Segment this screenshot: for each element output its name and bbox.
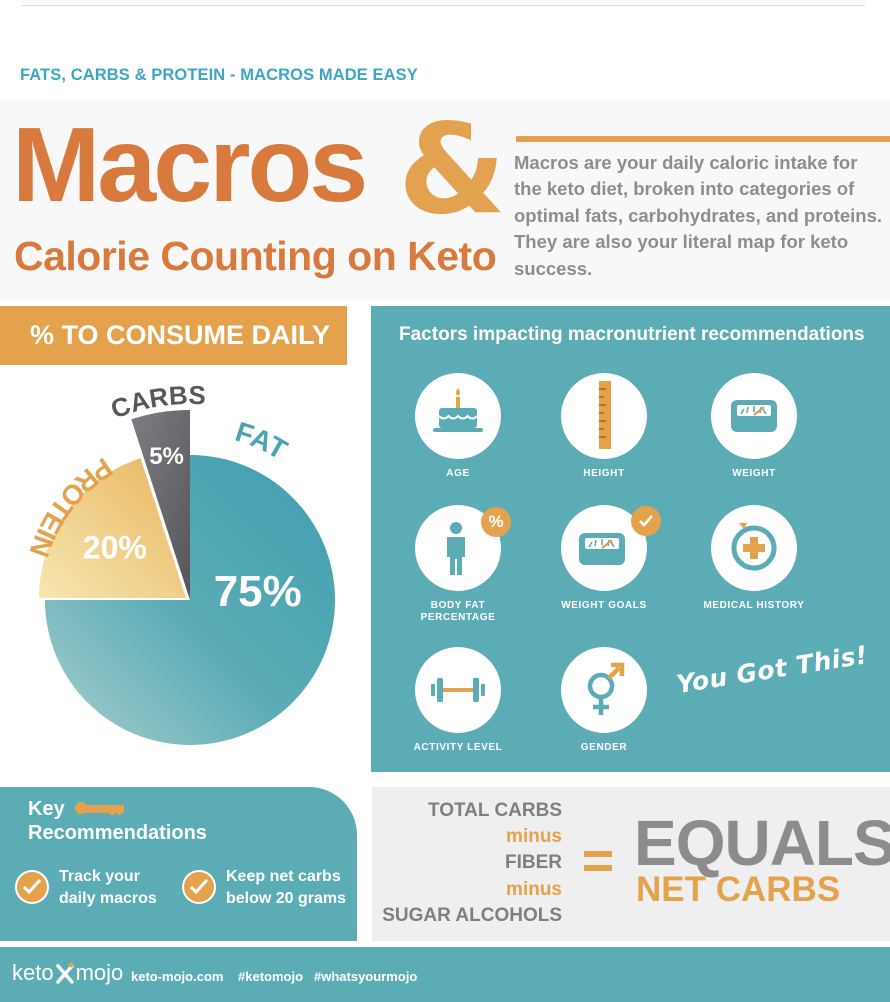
factor-weight-disc <box>711 373 797 459</box>
factor-age-label: AGE <box>446 468 470 479</box>
factor-activity-level-disc <box>415 647 501 733</box>
factor-medical-history: MEDICAL HISTORY <box>689 505 819 612</box>
pie-slice-carbs <box>131 410 190 600</box>
keto-mojo-logo: keto mojo <box>12 960 123 986</box>
pie-value-fat: 75% <box>214 567 302 616</box>
recommendation-text: Track your daily macros <box>59 868 157 908</box>
key-icon <box>75 802 124 815</box>
consume-daily-label: % TO CONSUME DAILY <box>30 320 331 350</box>
page-subtitle: Calorie Counting on Keto <box>14 233 497 279</box>
factor-weight-label: WEIGHT <box>732 468 776 479</box>
net-carbs-heading: NET CARBS <box>636 870 841 909</box>
footer-hashtag-ketomojo[interactable]: #ketomojo <box>238 969 304 984</box>
net-carbs-panel: TOTAL CARBS minus FIBER minus SUGAR ALCO… <box>372 787 890 941</box>
check-circle-icon <box>15 870 49 904</box>
check-circle-icon <box>182 870 216 904</box>
formula-minus: minus <box>506 878 562 900</box>
factor-weight-goals: WEIGHT GOALS <box>539 505 669 612</box>
check-badge-icon <box>631 506 661 536</box>
factor-weight: WEIGHT <box>689 373 819 480</box>
birthday-cake-icon <box>433 388 483 432</box>
factor-gender-label: GENDER <box>580 742 628 753</box>
you-got-this-slogan: You Got This! <box>674 640 870 699</box>
factor-age: AGE <box>393 373 523 480</box>
factor-weight-goals-label: WEIGHT GOALS <box>561 600 647 611</box>
factor-height: HEIGHT <box>539 373 669 480</box>
scale-check-icon <box>579 533 625 565</box>
factor-medical-history-label: MEDICAL HISTORY <box>703 600 805 611</box>
title-ampersand: & <box>398 98 507 242</box>
footer-website-link[interactable]: keto-mojo.com <box>131 969 224 984</box>
footer-hashtag-whatsyourmojo[interactable]: #whatsyourmojo <box>314 969 418 984</box>
equals-heading: EQUALS <box>634 807 890 879</box>
dumbbell-icon <box>431 678 485 702</box>
footer-bar: keto mojo keto-mojo.com #ketomojo #whats… <box>0 947 890 1002</box>
factors-panel: Factors impacting macronutrient recommen… <box>371 306 890 772</box>
intro-divider <box>516 136 890 142</box>
formula-fiber: FIBER <box>505 852 562 874</box>
recommendation-text: Keep net carbs below 20 grams <box>226 868 347 908</box>
factor-body-fat-label: BODY FAT PERCENTAGE <box>420 600 496 623</box>
kicker-heading: FATS, CARBS & PROTEIN - MACROS MADE EASY <box>20 66 418 84</box>
header-band <box>0 100 890 300</box>
factor-medical-history-disc <box>711 505 797 591</box>
logo-x-icon <box>55 962 74 984</box>
pie-value-protein: 20% <box>83 529 147 565</box>
factor-body-fat: % BODY FAT PERCENTAGE <box>393 505 523 624</box>
factor-gender: GENDER <box>539 647 669 754</box>
body-fat-percent-badge: % <box>481 507 511 537</box>
formula-minus: minus <box>506 826 562 848</box>
factors-title: Factors impacting macronutrient recommen… <box>399 324 865 345</box>
factor-activity-level-label: ACTIVITY LEVEL <box>413 742 503 753</box>
key-title: Key <box>28 798 65 820</box>
pie-slice-protein <box>39 458 186 598</box>
person-percent-icon <box>447 522 465 575</box>
ruler-icon <box>599 381 611 449</box>
logo-text-mojo: mojo <box>75 960 124 985</box>
medical-cross-icon <box>731 523 777 571</box>
formula-total-carbs: TOTAL CARBS <box>427 800 562 821</box>
scale-icon <box>731 400 777 432</box>
recommendation-track-macros: Track your daily macros <box>15 866 171 910</box>
page-title: Macros <box>12 106 368 224</box>
top-divider <box>22 5 865 6</box>
recommendation-net-carbs: Keep net carbs below 20 grams <box>182 866 356 910</box>
gender-icon <box>587 662 625 715</box>
factor-height-label: HEIGHT <box>583 468 625 479</box>
factor-gender-disc <box>561 647 647 733</box>
macro-pie-chart: FAT PROTEIN CARBS 75% 20% 5% <box>0 380 370 760</box>
factor-activity-level: ACTIVITY LEVEL <box>393 647 523 754</box>
net-carbs-formula: TOTAL CARBS minus FIBER minus SUGAR ALCO… <box>382 798 562 929</box>
logo-text-keto: keto <box>12 960 54 985</box>
factor-age-disc <box>415 373 501 459</box>
pie-label-fat: FAT <box>232 416 293 466</box>
recommendations-title: Recommendations <box>28 822 207 844</box>
key-recommendations-panel: Key Recommendations Track your daily mac… <box>0 787 357 941</box>
consume-daily-banner: % TO CONSUME DAILY <box>0 306 347 365</box>
pie-value-carbs: 5% <box>149 443 184 470</box>
factor-height-disc <box>561 373 647 459</box>
intro-paragraph: Macros are your daily caloric intake for… <box>514 152 883 279</box>
equals-sign-icon <box>584 851 612 871</box>
formula-sugar-alcohols: SUGAR ALCOHOLS <box>382 904 562 926</box>
